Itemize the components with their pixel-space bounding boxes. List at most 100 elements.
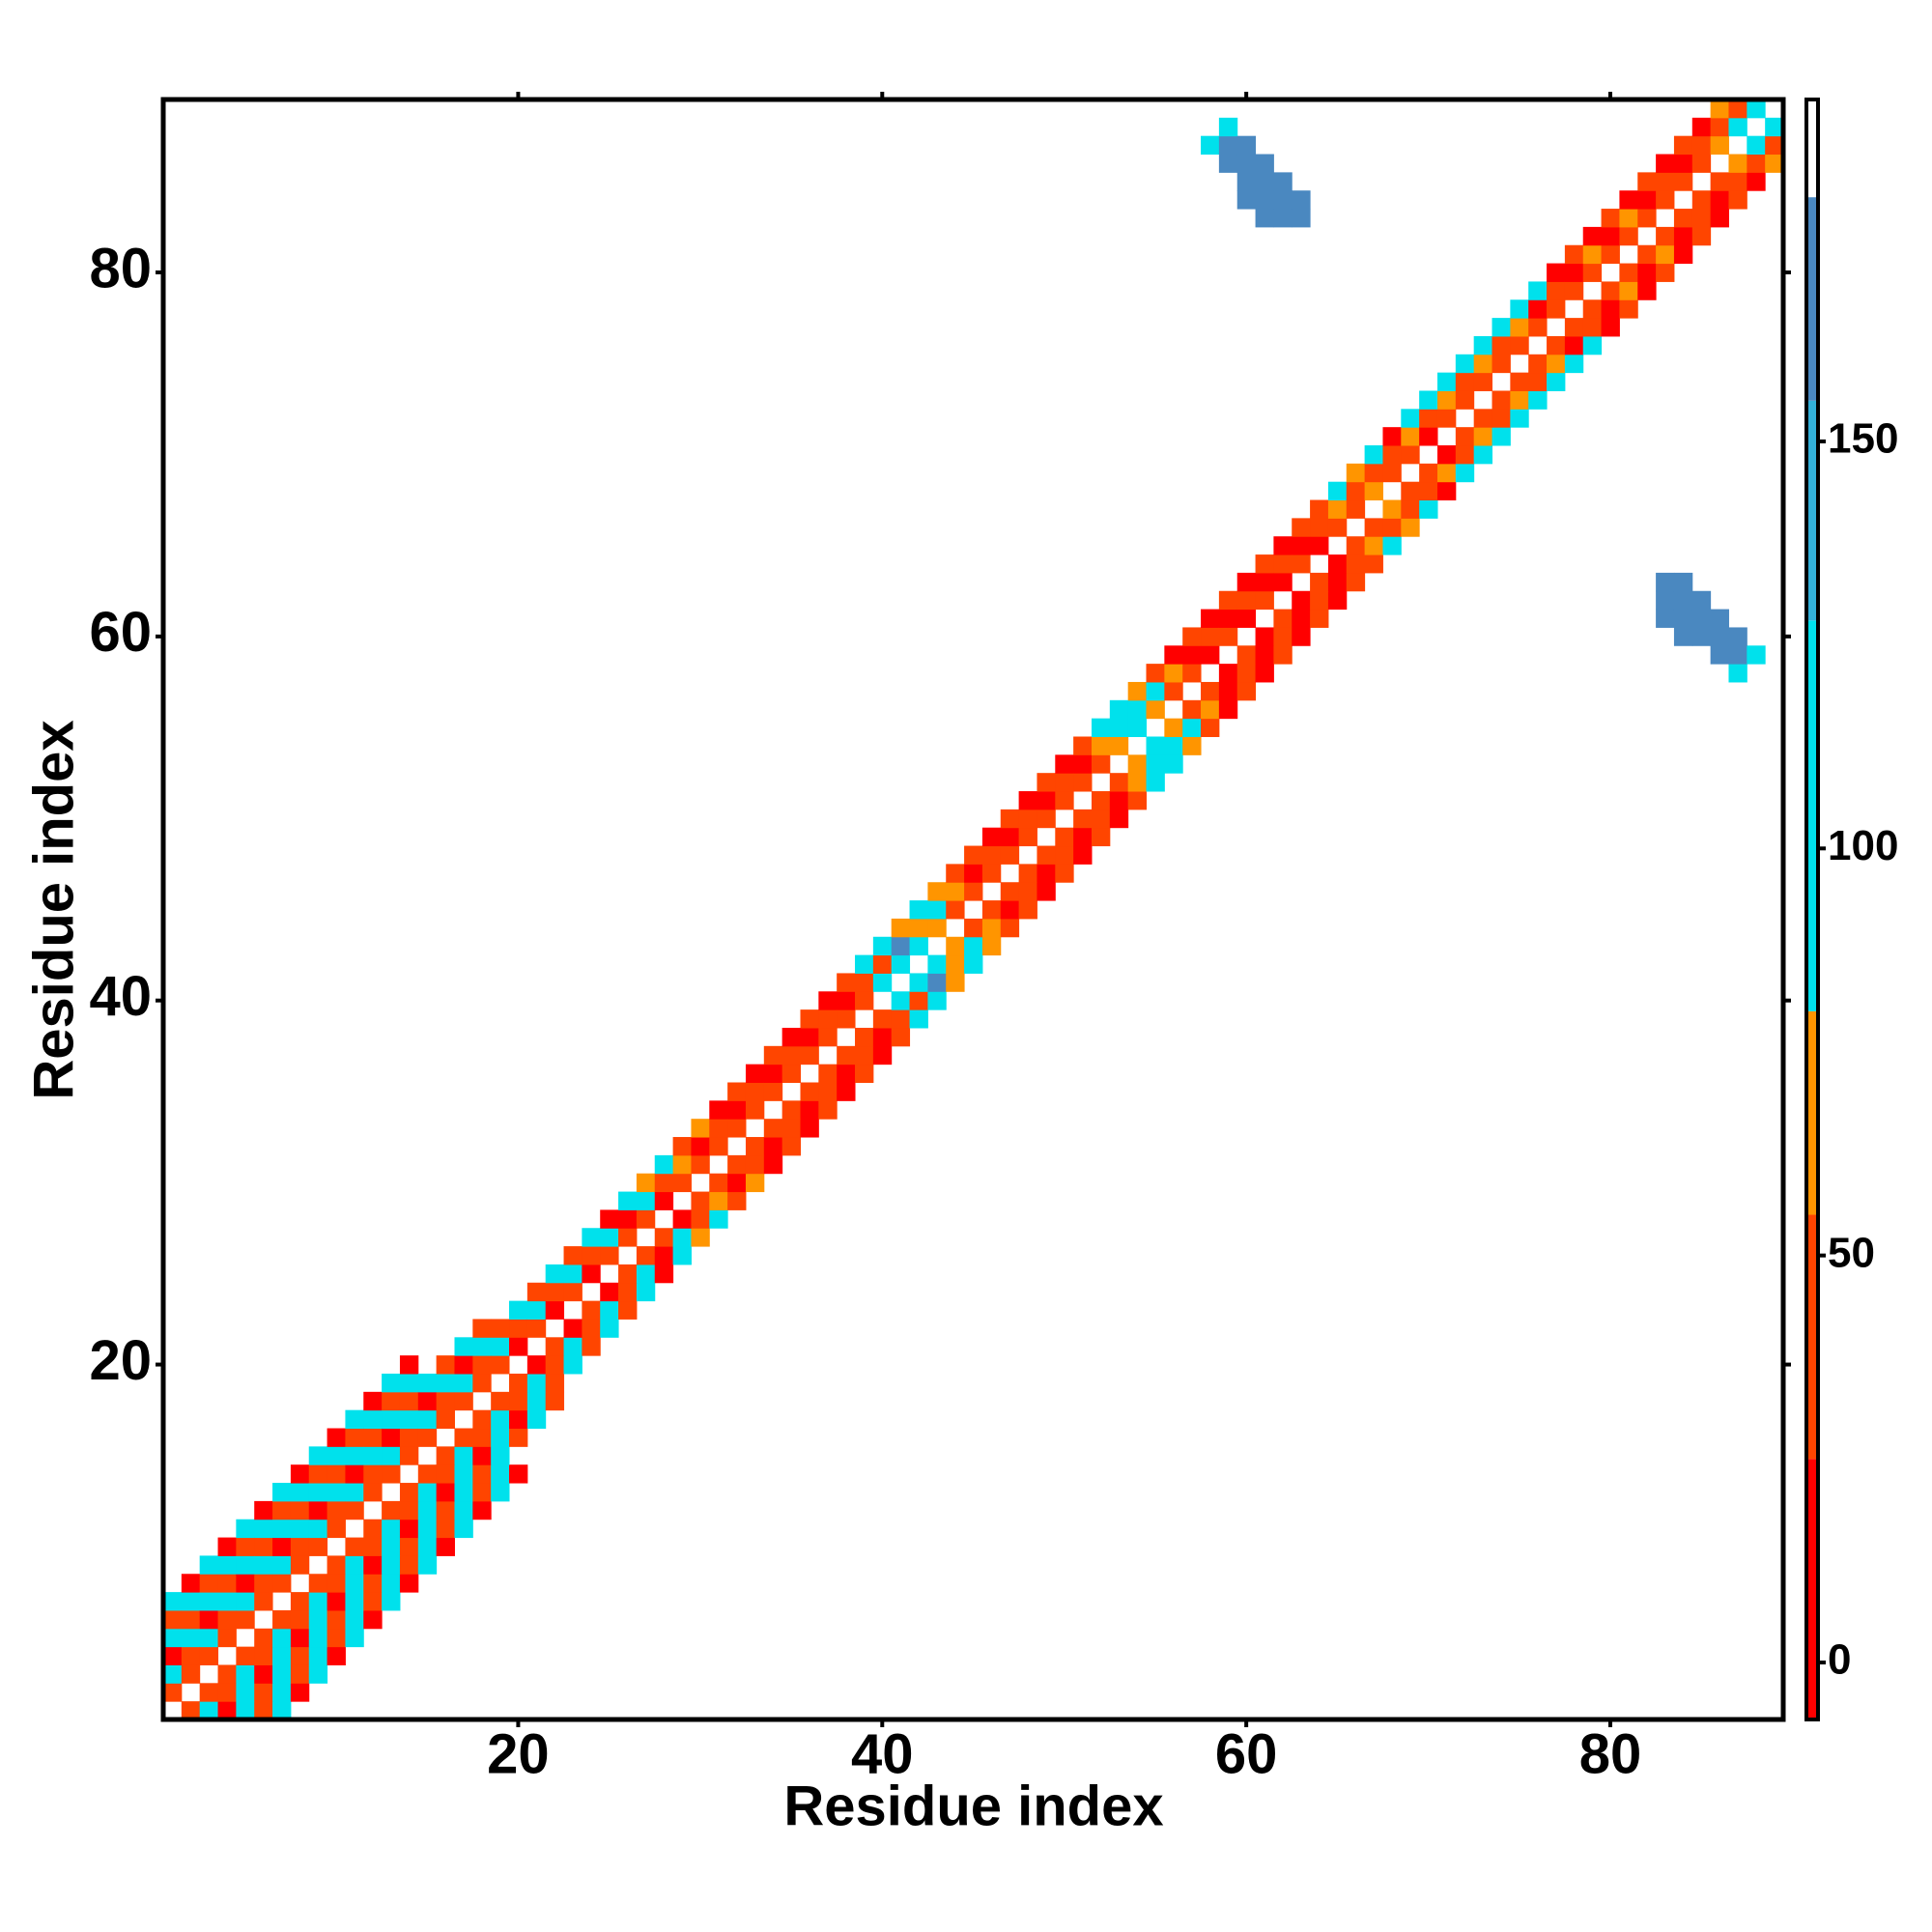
heatmap-cell	[308, 1500, 328, 1520]
heatmap-cell	[1601, 299, 1620, 319]
heatmap-cell	[1656, 609, 1675, 628]
heatmap-cell	[1037, 882, 1056, 901]
heatmap-cell	[454, 1446, 473, 1465]
heatmap-cell	[981, 918, 1002, 938]
heatmap-cell	[399, 1483, 419, 1502]
heatmap-cell	[1346, 536, 1366, 555]
colorbar-tick-label: 50	[1828, 1229, 1875, 1276]
heatmap-cell	[1673, 226, 1693, 246]
heatmap-cell	[236, 1646, 255, 1665]
heatmap-cell	[491, 1464, 510, 1484]
heatmap-cell	[199, 1555, 219, 1575]
heatmap-cell	[600, 1300, 619, 1320]
heatmap-cell	[254, 1500, 273, 1520]
colorbar-bin	[1806, 1459, 1818, 1719]
heatmap-cell	[855, 1027, 874, 1047]
heatmap-cell	[382, 1592, 401, 1611]
heatmap-cell	[582, 1228, 601, 1247]
heatmap-cell	[236, 1555, 255, 1575]
heatmap-cell	[1018, 809, 1037, 829]
heatmap-cell	[1601, 318, 1620, 337]
heatmap-cell	[1000, 845, 1020, 865]
heatmap-cell	[927, 973, 947, 992]
heatmap-cell	[436, 1483, 455, 1502]
heatmap-cell	[709, 1209, 728, 1229]
heatmap-cell	[1382, 445, 1402, 465]
heatmap-cell	[1236, 154, 1257, 173]
heatmap-cell	[199, 1628, 219, 1648]
heatmap-cell	[382, 1409, 401, 1430]
heatmap-cell	[1382, 463, 1402, 483]
heatmap-cell	[1000, 882, 1020, 901]
heatmap-cell	[417, 1519, 438, 1539]
heatmap-cell	[308, 1446, 328, 1465]
heatmap-cell	[1109, 736, 1129, 755]
heatmap-cell	[691, 1119, 710, 1138]
heatmap-cell	[1728, 154, 1747, 173]
heatmap-cell	[399, 1446, 419, 1465]
heatmap-cell	[399, 1500, 419, 1520]
heatmap-cell	[1310, 499, 1329, 519]
heatmap-cell	[436, 1373, 455, 1393]
heatmap-cell	[1327, 572, 1348, 592]
heatmap-cell	[272, 1664, 292, 1684]
heatmap-cell	[363, 1555, 383, 1575]
heatmap-cell	[491, 1319, 510, 1338]
heatmap-cell	[363, 1483, 383, 1502]
heatmap-cell	[837, 991, 856, 1010]
heatmap-cell	[399, 1373, 419, 1393]
heatmap-cell	[345, 1555, 364, 1575]
heatmap-cell	[781, 1137, 801, 1156]
heatmap-cell	[1018, 882, 1037, 901]
heatmap-cell	[1218, 681, 1238, 701]
heatmap-cell	[1637, 190, 1657, 210]
heatmap-cell	[181, 1609, 201, 1630]
heatmap-cell	[272, 1574, 292, 1593]
heatmap-cell	[1637, 281, 1657, 300]
heatmap-cell	[672, 1154, 692, 1175]
heatmap-cell	[236, 1664, 255, 1684]
heatmap-cell	[1109, 791, 1129, 810]
heatmap-cell	[254, 1646, 273, 1665]
heatmap-cell	[217, 1609, 237, 1630]
heatmap-cell	[1000, 918, 1020, 938]
heatmap-cell	[327, 1574, 346, 1593]
heatmap-cell	[872, 1009, 893, 1029]
heatmap-cell	[1182, 627, 1202, 646]
heatmap-cell	[417, 1537, 438, 1556]
heatmap-cell	[837, 973, 856, 992]
heatmap-cell	[1201, 718, 1220, 737]
heatmap-cell	[1164, 754, 1183, 774]
heatmap-cell	[345, 1409, 364, 1430]
heatmap-cell	[1547, 263, 1566, 282]
heatmap-cell	[1218, 135, 1238, 156]
heatmap-cell	[1127, 773, 1148, 792]
heatmap-cell	[1492, 427, 1511, 446]
heatmap-cell	[436, 1355, 455, 1375]
heatmap-cell	[563, 1264, 582, 1284]
heatmap-cell	[382, 1537, 401, 1556]
heatmap-cell	[1164, 736, 1183, 755]
heatmap-cell	[1492, 335, 1511, 355]
heatmap-cell	[1382, 536, 1402, 555]
y-axis-title: Residue index	[22, 720, 85, 1099]
heatmap-cell	[472, 1373, 492, 1393]
heatmap-cell	[236, 1592, 255, 1611]
heatmap-cell	[1018, 827, 1037, 847]
heatmap-cell	[946, 954, 965, 974]
heatmap-cell	[1564, 281, 1584, 300]
heatmap-cell	[763, 1082, 783, 1101]
heatmap-cell	[327, 1483, 346, 1502]
heatmap-cell	[1765, 117, 1784, 137]
heatmap-cell	[891, 1009, 911, 1029]
heatmap-cell	[181, 1701, 201, 1720]
heatmap-cell	[1255, 645, 1274, 665]
heatmap-cell	[1710, 209, 1729, 228]
heatmap-cell	[181, 1628, 201, 1648]
colorbar-bin	[1806, 1214, 1818, 1460]
heatmap-cell	[327, 1464, 346, 1484]
heatmap-cell	[1218, 664, 1238, 683]
heatmap-cell	[1182, 736, 1202, 755]
heatmap-cell	[290, 1555, 310, 1575]
heatmap-cell	[308, 1519, 328, 1539]
